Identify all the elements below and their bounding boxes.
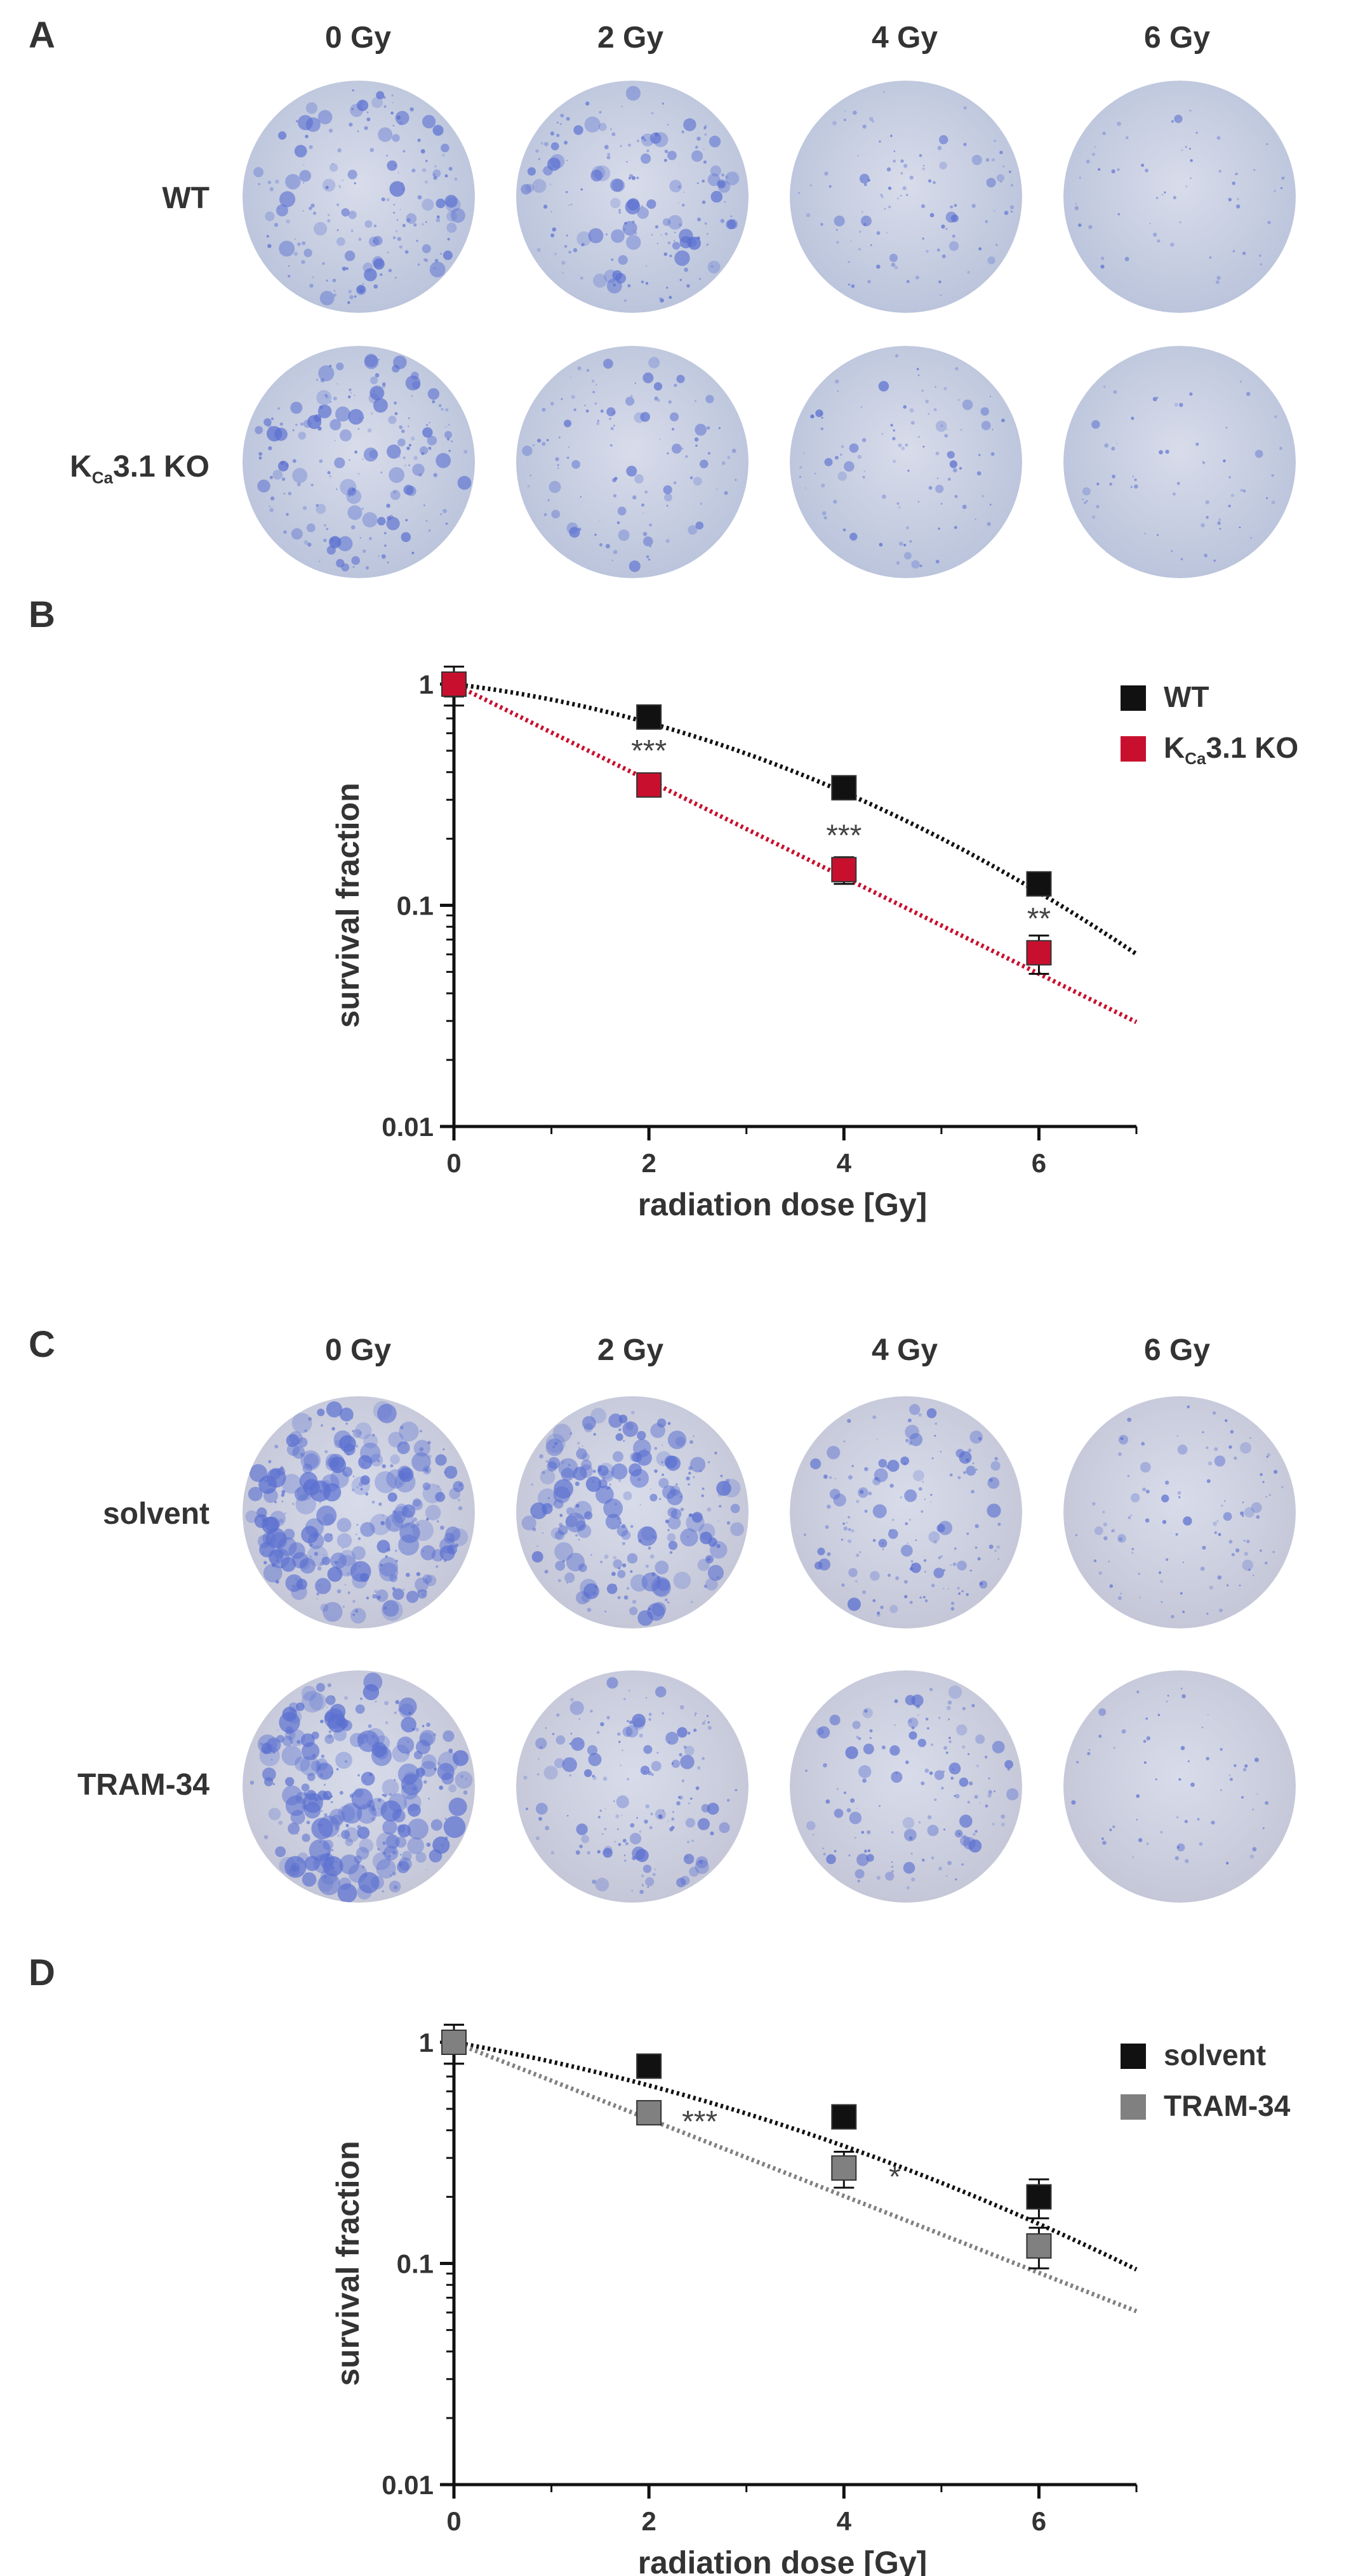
data-point-0 [1026,871,1052,897]
legend-label-1: TRAM-34 [1164,2089,1291,2122]
x-tick-label: 2 [641,2506,656,2536]
fit-curve-1 [453,682,1138,1024]
dose-label-a-2: 4 Gy [871,21,938,55]
dish-a-wt-0gy [243,81,475,313]
x-tick-label: 0 [446,1148,461,1178]
significance-label: *** [682,2105,717,2139]
data-point-0 [1026,2184,1052,2210]
dish-c-tram-0gy [243,1670,475,1903]
dish-c-solvent-0gy [243,1396,475,1628]
panel-letter-b: B [29,594,55,635]
dose-label-a-0: 0 Gy [324,21,392,55]
dose-label-c-2: 4 Gy [871,1333,938,1367]
dish-a-wt-4gy [790,81,1022,313]
dish-c-solvent-6gy [1063,1396,1296,1628]
dish-c-solvent-4gy [790,1396,1022,1628]
x-tick-label: 6 [1032,2506,1046,2536]
legend-marker-0 [1121,685,1146,711]
x-tick-label: 6 [1032,1148,1046,1178]
significance-label: * [889,2160,901,2194]
x-tick-label: 4 [837,1148,852,1178]
x-axis-label: radiation dose [Gy] [638,2545,928,2576]
y-tick-label: 0.1 [397,891,434,921]
data-point-1 [831,2155,857,2181]
dish-a-wt-6gy [1063,81,1296,313]
fit-curve-0 [453,682,1138,956]
panel-letter-d: D [29,1952,55,1993]
x-axis-label: radiation dose [Gy] [638,1187,928,1222]
legend-marker-1 [1121,736,1146,762]
significance-label: *** [826,819,862,852]
dish-c-tram-2gy [516,1670,749,1903]
data-point-0 [636,2053,662,2079]
dose-label-c-0: 0 Gy [324,1333,392,1367]
x-tick-label: 0 [446,2506,461,2536]
y-axis-label: survival fraction [330,783,366,1027]
significance-label: ** [1027,902,1051,935]
row-label-kca-ko: KCa3.1 KO [0,449,210,488]
dish-c-tram-4gy [790,1670,1022,1903]
y-tick-label: 0.1 [397,2249,434,2279]
data-point-1 [441,2030,467,2055]
dish-c-solvent-2gy [516,1396,749,1628]
dish-a-wt-2gy [516,81,749,313]
legend-label-0: solvent [1164,2038,1266,2071]
data-point-0 [636,704,662,730]
panel-letter-a: A [29,15,55,56]
fit-curve-1 [453,2040,1138,2314]
x-tick-label: 2 [641,1148,656,1178]
dose-label-a-3: 6 Gy [1143,21,1211,55]
dose-label-c-3: 6 Gy [1143,1333,1211,1367]
row-label-kca-sub: Ca [91,468,113,487]
y-tick-label: 1 [419,670,434,699]
y-tick-label: 0.01 [382,2470,434,2500]
data-point-1 [831,857,857,883]
y-tick-label: 0.01 [382,1112,434,1142]
legend-marker-1 [1121,2094,1146,2120]
panel-letter-c: C [29,1324,55,1365]
y-axis-label: survival fraction [330,2141,366,2386]
dose-label-c-1: 2 Gy [597,1333,664,1367]
data-point-1 [1026,940,1052,966]
row-label-kca-rest: 3.1 KO [112,450,210,484]
data-point-1 [636,2100,662,2126]
dose-label-a-1: 2 Gy [597,21,664,55]
chart-b: 0.01 0.1 1 0 2 4 6 radiation dose [Gy] survival … [330,665,1298,1222]
chart-d: 0.01 0.1 1 0 2 4 6 radiation dose [Gy] survival … [330,2023,1291,2576]
data-point-1 [636,772,662,798]
dish-a-ko-6gy [1063,346,1296,578]
dish-a-ko-4gy [790,346,1022,578]
legend-marker-0 [1121,2044,1146,2069]
data-point-0 [831,775,857,801]
legend-label-1: KCa3.1 KO [1164,731,1298,768]
fit-curve-0 [453,2040,1138,2272]
dish-c-tram-6gy [1063,1670,1296,1903]
row-label-tram34: TRAM-34 [77,1768,210,1802]
dish-a-ko-0gy [243,346,475,578]
dish-a-ko-2gy [516,346,749,578]
legend-label-0: WT [1164,680,1209,713]
data-point-1 [441,671,467,697]
row-label-solvent: solvent [102,1497,210,1531]
data-point-1 [1026,2233,1052,2259]
data-point-0 [831,2104,857,2130]
row-label-wt: WT [162,182,210,215]
significance-label: *** [631,734,667,768]
x-tick-label: 4 [837,2506,852,2536]
row-label-kca-main: K [70,450,92,484]
y-tick-label: 1 [419,2028,434,2057]
